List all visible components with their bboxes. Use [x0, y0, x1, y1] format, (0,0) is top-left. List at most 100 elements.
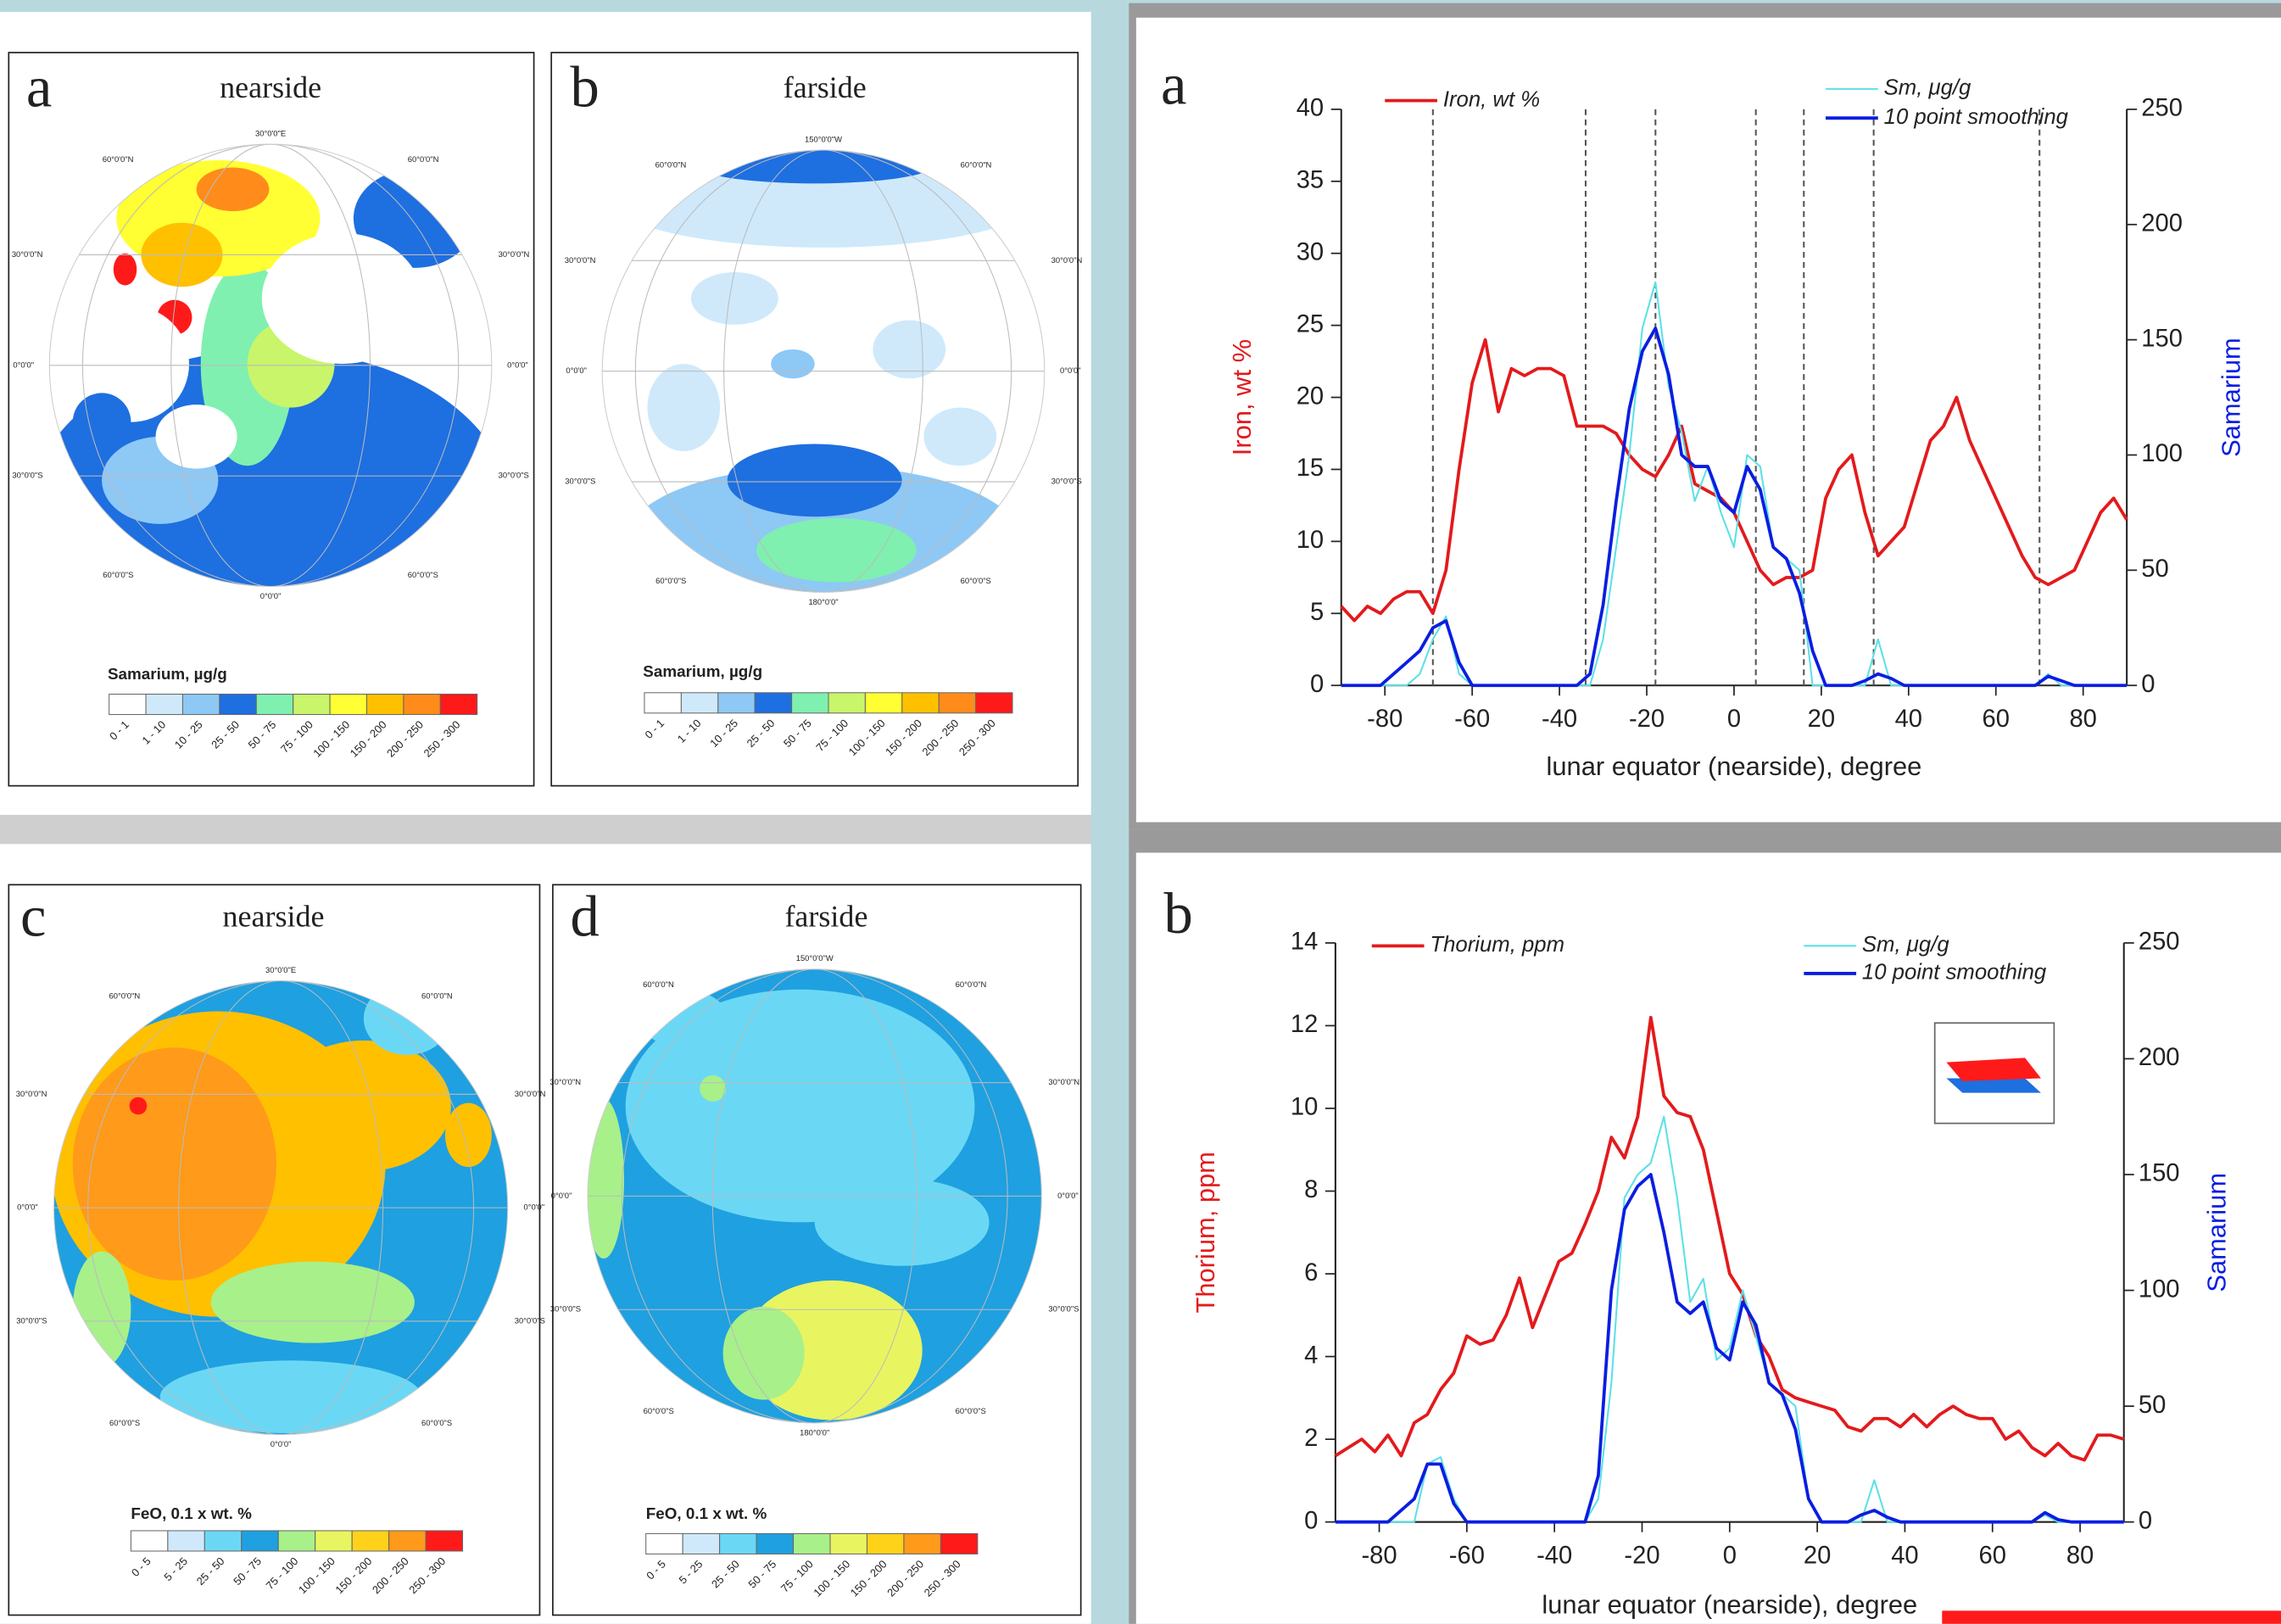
map-grid-label: 30°0'0"N: [499, 249, 530, 259]
map-grid-label: 0°0'0": [566, 366, 587, 375]
map-grid-label: 180°0'0": [808, 597, 838, 606]
map-grid-label: 60°0'0"S: [961, 576, 991, 585]
panel-background: [1135, 17, 2281, 823]
map-grid-label: 30°0'0"N: [1051, 255, 1083, 265]
x-axis-label: lunar equator (nearside), degree: [1547, 751, 1922, 781]
data-line: [1335, 1173, 2124, 1524]
y2-tick-label: 50: [2141, 555, 2168, 583]
y-tick-label: 15: [1297, 455, 1324, 482]
y2-tick-label: 0: [2141, 671, 2155, 698]
y2-tick-label: 100: [2139, 1275, 2180, 1303]
legend-swatch: [864, 692, 903, 714]
map-grid-label: 30°0'0"S: [550, 1304, 581, 1314]
map-title: nearside: [220, 70, 321, 104]
globe-region: [690, 272, 778, 325]
map-grid-label: 30°0'0"E: [255, 129, 286, 138]
x-tick-label: 60: [1983, 706, 2010, 733]
legend-swatch: [756, 1532, 795, 1554]
map-grid-label: 30°0'0"S: [565, 477, 595, 486]
legend-swatch: [645, 1532, 683, 1554]
legend-swatch: [425, 1530, 464, 1552]
panel-letter: a: [1161, 52, 1186, 116]
legend-swatch: [791, 692, 829, 714]
y-tick-label: 12: [1291, 1011, 1318, 1038]
x-tick-label: 80: [2066, 1543, 2094, 1570]
x-tick-label: 40: [1891, 1543, 1918, 1570]
legend-swatch: [754, 692, 793, 714]
y-tick-label: 10: [1291, 1094, 1318, 1121]
y-tick-label: 35: [1297, 167, 1324, 194]
x-tick-label: -20: [1629, 706, 1665, 733]
map-frame: [552, 884, 1082, 1616]
globe-region: [727, 444, 902, 517]
x-tick-label: -60: [1449, 1543, 1485, 1570]
x-tick-label: 60: [1979, 1543, 2006, 1570]
legend-title: FeO, 0.1 x wt. %: [646, 1504, 767, 1522]
map-grid-label: 60°0'0"N: [109, 991, 140, 1001]
legend-swatch: [938, 692, 977, 714]
map-frame: [550, 52, 1079, 787]
legend-swatch: [204, 1530, 243, 1552]
map-grid-label: 0°0'0": [13, 360, 34, 369]
globe-region: [647, 364, 721, 452]
x-tick-label: 40: [1895, 706, 1922, 733]
panel-letter: a: [26, 55, 52, 120]
map-grid-label: 150°0'0"W: [805, 134, 842, 143]
map-grid-label: 30°0'0"N: [549, 1077, 581, 1086]
y-tick-label: 14: [1291, 929, 1318, 956]
y2-tick-label: 200: [2141, 209, 2183, 237]
globe-region: [276, 1040, 451, 1172]
legend-title: Samarium, µg/g: [643, 662, 762, 680]
map-grid-label: 30°0'0"S: [499, 471, 529, 480]
legend-swatch: [351, 1530, 390, 1552]
globe-outline: [601, 149, 1046, 593]
globe-region: [625, 989, 975, 1223]
y2-tick-label: 250: [2139, 929, 2180, 956]
globe: [53, 980, 508, 1435]
panel-letter: b: [1163, 881, 1192, 946]
globe-region: [49, 349, 492, 587]
globe-region: [700, 1075, 727, 1102]
map-grid-label: 0°0'0": [551, 1191, 572, 1200]
globe-region: [210, 1261, 415, 1343]
map-frame: [8, 52, 535, 787]
legend-swatch: [388, 1530, 427, 1552]
legend-swatch: [329, 694, 368, 716]
y-tick-label: 40: [1297, 95, 1324, 122]
legend-swatch: [829, 1532, 867, 1554]
globe-outline: [53, 979, 509, 1436]
legend-swatch: [277, 1530, 316, 1552]
globe: [588, 968, 1042, 1424]
panel-letter: c: [20, 885, 46, 949]
map-grid-label: 0°0'0": [260, 591, 282, 600]
x-tick-label: 0: [1723, 1543, 1737, 1570]
data-line: [1341, 326, 2128, 688]
map-grid-label: 0°0'0": [270, 1439, 292, 1448]
globe-outline: [48, 143, 493, 588]
legend-label: 10 point smoothing: [1862, 961, 2047, 985]
x-tick-label: -20: [1624, 1543, 1659, 1570]
legend-swatch: [940, 1532, 979, 1554]
map-title: farside: [784, 900, 867, 934]
legend-swatch: [680, 692, 719, 714]
map-grid-label: 60°0'0"S: [109, 1418, 140, 1427]
globe-region: [196, 167, 270, 211]
y2-tick-label: 250: [2141, 95, 2183, 122]
map-grid-label: 30°0'0"N: [565, 255, 596, 265]
map-grid-label: 60°0'0"N: [421, 991, 453, 1001]
data-line: [1334, 1015, 2125, 1462]
globe: [49, 144, 492, 587]
legend-swatch: [219, 694, 257, 716]
map-grid-label: 60°0'0"N: [103, 154, 134, 164]
map-grid-label: 60°0'0"N: [956, 979, 987, 989]
panel-frame: [1129, 852, 1136, 1624]
globe-region: [72, 393, 131, 452]
legend-swatch: [109, 694, 147, 716]
globe-region: [113, 253, 137, 286]
map-title: nearside: [223, 900, 325, 934]
legend-swatch: [255, 694, 294, 716]
legend-swatch: [975, 692, 1013, 714]
legend-swatch: [403, 694, 441, 716]
